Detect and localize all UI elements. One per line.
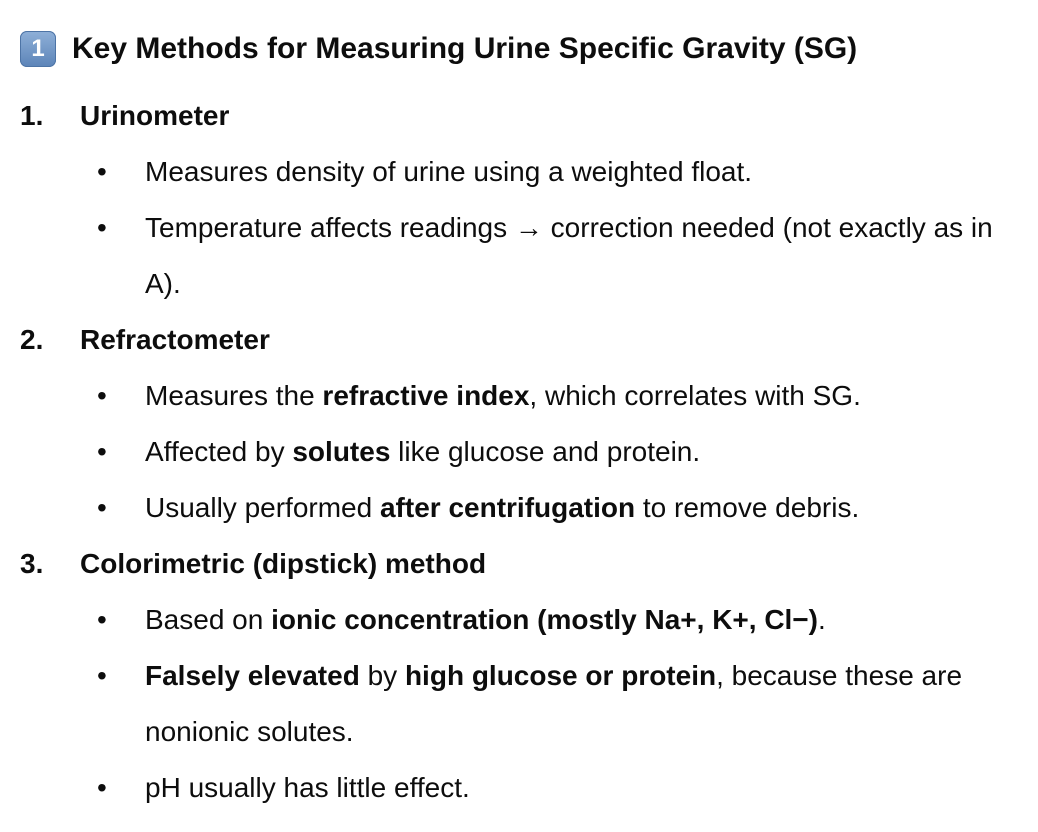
bullet-list: • Measures density of urine using a weigh…: [20, 144, 1025, 312]
text: Based on: [145, 604, 272, 635]
bold-text: after centrifugation: [379, 492, 636, 523]
bullet-icon: •: [97, 212, 107, 243]
bold-text: high glucose or protein: [404, 660, 717, 691]
method-title: Refractometer: [80, 324, 270, 355]
text: to remove debris.: [635, 492, 860, 523]
bullet-item: • Based on ionic concentration (mostly Na…: [97, 592, 1025, 648]
bullet-icon: •: [97, 772, 107, 803]
text: , which correlates with SG.: [529, 380, 861, 411]
bullet-icon: •: [97, 156, 107, 187]
text: pH usually has little effect.: [145, 772, 470, 803]
bullet-item: • Falsely elevated by high glucose or pro…: [97, 648, 1025, 760]
bullet-item: • Temperature affects readings → correcti…: [97, 200, 1025, 312]
bullet-icon: •: [97, 604, 107, 635]
text: Affected by: [145, 436, 293, 467]
bullet-list: • Based on ionic concentration (mostly Na…: [20, 592, 1025, 816]
method-heading: 3. Colorimetric (dipstick) method: [20, 536, 1025, 592]
bullet-item: • pH usually has little effect.: [97, 760, 1025, 816]
text: Measures the: [145, 380, 323, 411]
bullet-item: • Measures density of urine using a weigh…: [97, 144, 1025, 200]
method-heading: 2. Refractometer: [20, 312, 1025, 368]
method-item: 2. Refractometer • Measures the refractive …: [20, 312, 1025, 536]
text: like glucose and protein.: [390, 436, 701, 467]
text: Measures density of urine using a weight…: [145, 156, 753, 187]
heading-title: Key Methods for Measuring Urine Specific…: [72, 32, 858, 65]
methods-list: 1. Urinometer • Measures density of urine u…: [20, 88, 1025, 816]
keycap-one-icon: 1: [20, 31, 56, 67]
bullet-item: • Usually performed after centrifugation …: [97, 480, 1025, 536]
bold-text: ionic concentration (mostly Na+, K+, Cl−…: [271, 604, 818, 635]
text: by: [359, 660, 405, 691]
bullet-item: • Measures the refractive index, which co…: [97, 368, 1025, 424]
method-title: Urinometer: [80, 100, 230, 131]
text: Usually performed: [145, 492, 380, 523]
bullet-icon: •: [97, 492, 107, 523]
method-heading: 1. Urinometer: [20, 88, 1025, 144]
section-heading: 1 Key Methods for Measuring Urine Specif…: [20, 24, 857, 74]
bullet-item: • Affected by solutes like glucose and pr…: [97, 424, 1025, 480]
text: Temperature affects readings → correctio…: [145, 212, 993, 299]
item-number: 1.: [20, 100, 44, 131]
bullet-icon: •: [97, 660, 107, 691]
bullet-icon: •: [97, 380, 107, 411]
method-item: 1. Urinometer • Measures density of urine u…: [20, 88, 1025, 312]
bullet-icon: •: [97, 436, 107, 467]
bullet-list: • Measures the refractive index, which co…: [20, 368, 1025, 536]
method-title: Colorimetric (dipstick) method: [80, 548, 487, 579]
bold-text: solutes: [292, 436, 391, 467]
text: , because these are nonionic solutes.: [145, 660, 963, 747]
text: .: [818, 604, 826, 635]
item-number: 3.: [20, 548, 44, 579]
item-number: 2.: [20, 324, 44, 355]
bold-text: Falsely elevated: [145, 660, 360, 691]
bold-text: refractive index: [322, 380, 530, 411]
method-item: 3. Colorimetric (dipstick) method • Based o…: [20, 536, 1025, 816]
